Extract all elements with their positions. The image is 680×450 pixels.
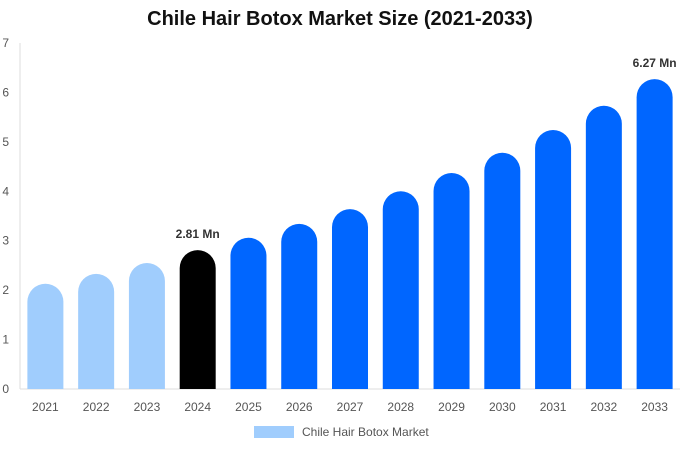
x-tick-label: 2021	[32, 400, 59, 414]
bar-2026[interactable]	[281, 223, 318, 389]
bar-2024[interactable]	[179, 250, 216, 389]
y-tick-label: 2	[2, 283, 9, 297]
chart-title: Chile Hair Botox Market Size (2021-2033)	[147, 8, 533, 30]
legend[interactable]: Chile Hair Botox Market	[254, 425, 429, 439]
bar-2031[interactable]	[535, 129, 572, 389]
bar-2022[interactable]	[78, 273, 115, 389]
legend-swatch	[254, 426, 294, 438]
bar-2021[interactable]	[27, 283, 64, 389]
x-tick-label: 2022	[83, 400, 110, 414]
y-tick-label: 4	[2, 184, 9, 198]
x-tick-label: 2032	[590, 400, 617, 414]
y-tick-label: 3	[2, 234, 9, 248]
legend-label: Chile Hair Botox Market	[302, 425, 429, 439]
x-tick-label: 2026	[286, 400, 313, 414]
y-tick-label: 6	[2, 85, 9, 99]
bar-2028[interactable]	[382, 191, 419, 389]
bar-2033[interactable]	[636, 79, 673, 390]
x-tick-label: 2030	[489, 400, 516, 414]
y-tick-label: 7	[2, 36, 9, 50]
bar-2023[interactable]	[128, 262, 165, 389]
x-tick-label: 2023	[134, 400, 161, 414]
bar-2032[interactable]	[585, 105, 622, 389]
y-tick-label: 1	[2, 333, 9, 347]
plot-area: 0 1 2 3 4 5 6 7 2021 2022 2023 2024 2.81 Mn 2025 2026 2…	[2, 36, 680, 414]
x-tick-label: 2024	[184, 400, 211, 414]
bar-2025[interactable]	[230, 237, 267, 389]
bar-2027[interactable]	[332, 209, 368, 389]
x-tick-label: 2033	[641, 400, 668, 414]
x-tick-label: 2029	[438, 400, 465, 414]
x-tick-label: 2031	[540, 400, 567, 414]
x-tick-label: 2027	[337, 400, 364, 414]
x-tick-label: 2028	[387, 400, 414, 414]
bar-2029[interactable]	[433, 172, 470, 389]
y-tick-label: 5	[2, 135, 9, 149]
data-label: 2.81 Mn	[176, 227, 220, 241]
data-label: 6.27 Mn	[633, 56, 677, 70]
y-tick-label: 0	[2, 382, 9, 396]
x-tick-label: 2025	[235, 400, 262, 414]
bar-2030[interactable]	[484, 152, 521, 389]
